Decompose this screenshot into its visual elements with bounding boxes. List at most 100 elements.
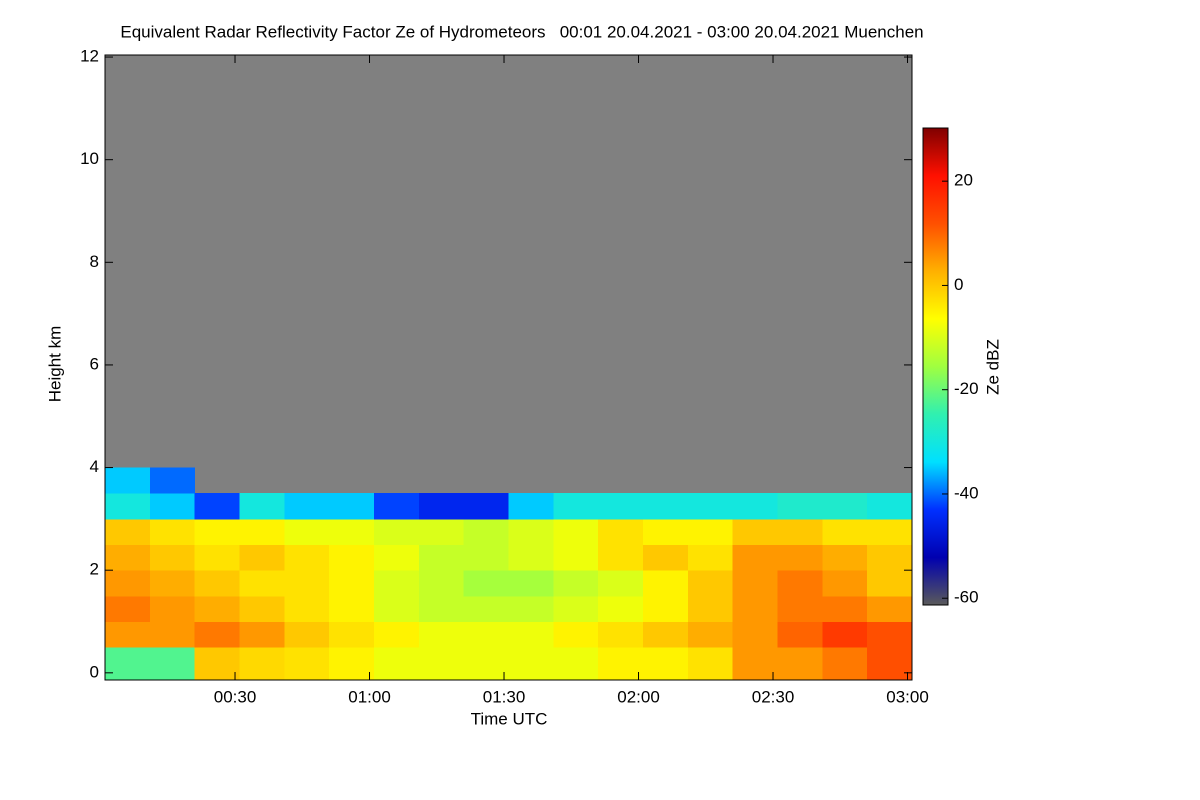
heatmap-cell <box>149 467 196 494</box>
heatmap-cell <box>822 518 868 546</box>
heatmap-cell <box>329 621 375 648</box>
heatmap-cell <box>643 544 689 571</box>
heatmap-cell <box>687 595 734 623</box>
heatmap-cell <box>284 518 330 546</box>
heatmap-cell <box>777 544 823 571</box>
heatmap-cell <box>463 595 509 623</box>
heatmap-cell <box>418 647 465 681</box>
heatmap-cell <box>194 493 240 520</box>
heatmap-cell <box>239 621 285 648</box>
heatmap-cell <box>374 544 420 571</box>
heatmap-cell <box>239 544 285 571</box>
heatmap-cell <box>508 647 554 681</box>
y-tick-label: 8 <box>90 252 99 271</box>
heatmap-cell <box>598 621 644 648</box>
heatmap-cell <box>643 570 689 597</box>
heatmap-cell <box>329 647 375 681</box>
colorbar-tick-label: -60 <box>954 588 979 607</box>
x-axis-label: Time UTC <box>471 709 548 728</box>
heatmap-cell <box>643 647 689 681</box>
heatmap-cell <box>239 518 285 546</box>
heatmap-cell <box>463 493 509 520</box>
heatmap-cell <box>822 570 868 597</box>
colorbar <box>922 127 949 606</box>
heatmap-cell <box>822 595 868 623</box>
heatmap-cell <box>418 493 465 520</box>
heatmap-cell <box>374 595 420 623</box>
heatmap-cell <box>777 518 823 546</box>
heatmap-cell <box>687 518 734 546</box>
heatmap-cell <box>687 570 734 597</box>
heatmap-cell <box>284 493 330 520</box>
heatmap-cell <box>822 493 868 520</box>
heatmap-cell <box>867 595 913 623</box>
heatmap-cell <box>732 621 778 648</box>
x-tick-label: 01:30 <box>483 687 526 706</box>
heatmap-cell <box>105 544 151 571</box>
heatmap-cell <box>777 570 823 597</box>
heatmap-cell <box>643 595 689 623</box>
y-tick-label: 10 <box>80 149 99 168</box>
heatmap-cell <box>687 647 734 681</box>
heatmap-cell <box>149 621 196 648</box>
heatmap-cell <box>508 493 554 520</box>
heatmap-cell <box>732 570 778 597</box>
x-tick-label: 00:30 <box>214 687 257 706</box>
heatmap-cell <box>732 544 778 571</box>
heatmap-cell <box>105 570 151 597</box>
heatmap-cell <box>463 518 509 546</box>
heatmap-cell <box>194 647 240 681</box>
heatmap-cell <box>105 595 151 623</box>
heatmap-cell <box>239 595 285 623</box>
colorbar-tick-label: 20 <box>954 171 973 190</box>
colorbar-tick-label: 0 <box>954 275 963 294</box>
heatmap-cell <box>643 493 689 520</box>
heatmap-cell <box>508 518 554 546</box>
heatmap-cell <box>732 493 778 520</box>
heatmap-cell <box>643 621 689 648</box>
y-tick-label: 0 <box>90 662 99 681</box>
heatmap-cell <box>867 493 913 520</box>
heatmap-cell <box>239 647 285 681</box>
heatmap-cell <box>374 647 420 681</box>
heatmap-cell <box>553 647 599 681</box>
heatmap-cell <box>105 493 151 520</box>
x-tick-label: 02:30 <box>752 687 795 706</box>
y-axis-label: Height km <box>45 326 64 403</box>
heatmap-cell <box>194 621 240 648</box>
heatmap-cell <box>463 621 509 648</box>
heatmap-cell <box>508 570 554 597</box>
heatmap-cell <box>553 493 599 520</box>
y-tick-label: 12 <box>80 47 99 66</box>
heatmap-cell <box>284 570 330 597</box>
heatmap-cell <box>374 518 420 546</box>
heatmap-cell <box>329 493 375 520</box>
heatmap-cell <box>598 570 644 597</box>
heatmap-cell <box>149 595 196 623</box>
heatmap-cell <box>149 493 196 520</box>
heatmap-cell <box>194 518 240 546</box>
heatmap-cell <box>194 595 240 623</box>
heatmap-cell <box>418 621 465 648</box>
heatmap-cell <box>822 647 868 681</box>
heatmap-cell <box>508 621 554 648</box>
heatmap-cell <box>239 570 285 597</box>
heatmap-cell <box>105 647 151 681</box>
heatmap-cell <box>149 544 196 571</box>
heatmap-cell <box>732 595 778 623</box>
x-tick-label: 03:00 <box>886 687 929 706</box>
heatmap-cell <box>553 621 599 648</box>
y-tick-label: 4 <box>90 457 99 476</box>
heatmap-cell <box>284 544 330 571</box>
heatmap-cell <box>508 544 554 571</box>
heatmap-cell <box>105 518 151 546</box>
heatmap-cell <box>329 570 375 597</box>
heatmap-cell <box>867 621 913 648</box>
heatmap-cell <box>553 570 599 597</box>
heatmap-cell <box>239 493 285 520</box>
y-tick-label: 2 <box>90 560 99 579</box>
heatmap-cell <box>867 570 913 597</box>
heatmap-cell <box>553 544 599 571</box>
plot-frame <box>104 54 913 681</box>
